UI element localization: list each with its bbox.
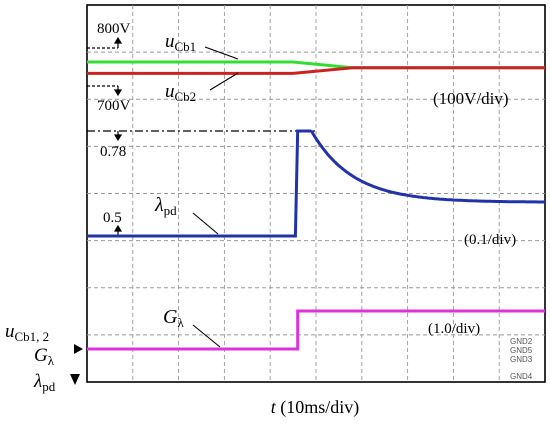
x-axis-label: t (10ms/div) bbox=[271, 397, 360, 418]
label-ucb1: uCb1 bbox=[165, 31, 196, 54]
label-700v: 700V bbox=[97, 98, 131, 114]
label-lambda-pd: λpd bbox=[154, 194, 177, 218]
trace-g-lambda bbox=[87, 309, 545, 351]
ground-arrow-bottom bbox=[70, 374, 80, 385]
ref-800v-arrowhead bbox=[113, 36, 123, 44]
reference-markers bbox=[87, 36, 315, 236]
gnd-label-1: GND2 bbox=[510, 337, 533, 346]
leader-ucb2 bbox=[209, 72, 239, 91]
scale-100v: (100V/div) bbox=[433, 89, 509, 108]
ref-700v-arrowhead bbox=[113, 89, 123, 97]
label-ucb2: uCb2 bbox=[165, 81, 196, 104]
axis-label-g-lambda: Gλ bbox=[34, 345, 55, 368]
gnd-label-4: GND4 bbox=[510, 372, 533, 381]
axis-label-ucb12: uCb1, 2 bbox=[5, 321, 49, 344]
leader-gl bbox=[192, 324, 221, 348]
ref-05-arrowhead bbox=[113, 224, 123, 232]
leader-lines bbox=[192, 46, 239, 348]
gnd-label-2: GND5 bbox=[510, 346, 533, 355]
label-g-lambda: Gλ bbox=[163, 306, 184, 330]
gnd-label-3: GND3 bbox=[510, 355, 533, 364]
scale-10: (1.0/div) bbox=[428, 321, 480, 337]
ref-078-arrowhead bbox=[113, 134, 123, 142]
trace-ucb2 bbox=[87, 66, 545, 75]
trace-lambda-pd bbox=[87, 129, 545, 238]
leader-lpd bbox=[192, 212, 219, 235]
axis-label-lambda-pd: λpd bbox=[33, 371, 56, 394]
label-800v: 800V bbox=[97, 21, 131, 37]
ground-arrow-top bbox=[74, 344, 83, 354]
label-078: 0.78 bbox=[100, 144, 126, 160]
grid bbox=[87, 5, 545, 382]
scale-01: (0.1/div) bbox=[464, 232, 516, 248]
label-05: 0.5 bbox=[103, 210, 122, 226]
leader-ucb1 bbox=[204, 46, 239, 60]
